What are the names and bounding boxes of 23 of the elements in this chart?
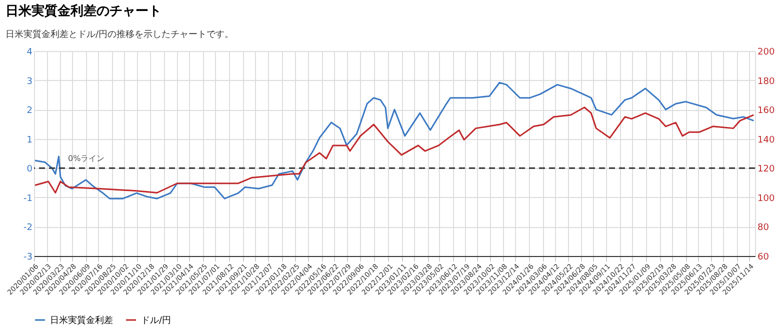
y-tick-label: 2 [26, 106, 32, 116]
ref-line-label: 0%ライン [68, 154, 105, 164]
y2-tick-label: 80 [758, 223, 770, 234]
chart-subtitle: 日米実質金利差とドル/円の推移を示したチャートです。 [5, 29, 234, 40]
line-series [34, 82, 754, 200]
y-tick-label: 4 [26, 48, 33, 58]
y2-tick-label: 160 [758, 106, 775, 116]
legend-label: ドル/円 [141, 316, 172, 326]
line-series [34, 106, 754, 194]
y2-tick-label: 100 [758, 194, 775, 204]
y-tick-label: -3 [24, 252, 32, 262]
y2-tick-label: 180 [758, 76, 775, 87]
y-tick-label: 3 [26, 76, 32, 87]
y-tick-label: 0 [26, 164, 33, 175]
y-tick-label: 1 [26, 135, 32, 146]
y2-tick-label: 140 [758, 135, 775, 146]
y2-tick-label: 60 [758, 252, 770, 262]
y2-tick-label: 120 [758, 164, 775, 175]
y-tick-label: -1 [24, 194, 32, 204]
chart-title: 日米実質金利差のチャート [5, 3, 162, 19]
y2-tick-label: 200 [758, 48, 775, 58]
legend-label: 日米実質金利差 [50, 315, 113, 326]
y-tick-label: -2 [24, 223, 32, 234]
